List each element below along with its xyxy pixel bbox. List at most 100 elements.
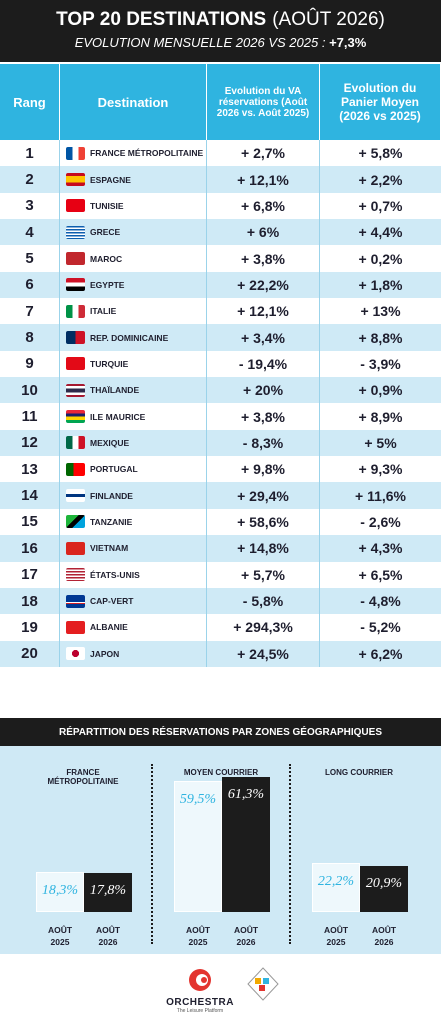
table-row: 7 ITALIE + 12,1% + 13% xyxy=(0,298,441,325)
table-row: 5 MAROC + 3,8% + 0,2% xyxy=(0,245,441,272)
basket-evolution: + 0,2% xyxy=(358,250,403,267)
destination-cell: FRANCE MÉTROPOLITAINE xyxy=(60,140,207,167)
separator xyxy=(289,764,291,944)
rank: 10 xyxy=(0,377,60,404)
va-evolution: + 294,3% xyxy=(207,614,320,641)
table-row: 9 TURQUIE - 19,4% - 3,9% xyxy=(0,350,441,378)
destination: REP. DOMINICAINE xyxy=(90,332,169,343)
va-evolution: + 2,7% xyxy=(207,140,320,167)
flag-icon xyxy=(66,410,85,424)
basket-evolution: - 2,6% xyxy=(360,513,401,530)
basket-evolution: + 2,2% xyxy=(358,171,403,188)
column-header: Evolution du VA réservations (Août 2026 … xyxy=(207,64,320,140)
value-label: 18,3% xyxy=(41,882,79,898)
va-evolution: + 22,2% xyxy=(207,271,320,299)
va-evolution: + 9,8% xyxy=(207,456,320,483)
table-row: 6 EGYPTE + 22,2% + 1,8% xyxy=(0,271,441,299)
basket-evolution: + 9,3% xyxy=(358,461,403,478)
destination: ESPAGNE xyxy=(90,174,131,185)
destination: GRECE xyxy=(90,227,121,238)
rank: 6 xyxy=(0,271,60,299)
rank: 12 xyxy=(0,429,60,457)
destination-cell: CAP-VERT xyxy=(60,587,207,615)
rank: 8 xyxy=(0,324,60,351)
table-row: 10 THAÏLANDE + 20% + 0,9% xyxy=(0,377,441,404)
zone-group: LONG COURRIER 22,2% AOÛT 2025 20,9% AOÛT 202… xyxy=(290,746,428,954)
column-header: Evolution du Panier Moyen (2026 vs 2025) xyxy=(320,64,441,140)
va-evolution: + 12,1% xyxy=(207,298,320,325)
va-evolution: + 3,8% xyxy=(207,403,320,430)
destination: TURQUIE xyxy=(90,358,129,369)
table-row: 16 VIETNAM + 14,8% + 4,3% xyxy=(0,535,441,562)
basket-evolution: + 8,8% xyxy=(358,329,403,346)
table-row: 8 REP. DOMINICAINE + 3,4% + 8,8% xyxy=(0,324,441,351)
flag-icon xyxy=(66,620,85,634)
rank: 11 xyxy=(0,403,60,430)
basket-evolution: + 13% xyxy=(360,303,401,320)
destination-cell: ÉTATS-UNIS xyxy=(60,561,207,588)
table-row: 13 PORTUGAL + 9,8% + 9,3% xyxy=(0,456,441,483)
destination: CAP-VERT xyxy=(90,596,134,607)
destination-cell: ALBANIE xyxy=(60,614,207,641)
flag-icon xyxy=(66,436,85,450)
va-evolution: + 14,8% xyxy=(207,535,320,562)
flag-icon xyxy=(66,541,85,555)
bar: 22,2% xyxy=(312,863,360,912)
destination: PORTUGAL xyxy=(90,464,138,475)
rank: 9 xyxy=(0,350,60,378)
flag-icon xyxy=(66,146,85,160)
rank: 7 xyxy=(0,298,60,325)
destination: ITALIE xyxy=(90,306,117,317)
destination: EGYPTE xyxy=(90,279,125,290)
destination-cell: TANZANIE xyxy=(60,508,207,536)
va-evolution: + 29,4% xyxy=(207,482,320,509)
rank: 2 xyxy=(0,166,60,193)
flag-icon xyxy=(66,252,85,266)
rank: 15 xyxy=(0,508,60,536)
basket-evolution: + 1,8% xyxy=(358,276,403,293)
destination-cell: GRECE xyxy=(60,219,207,246)
column-header: Rang xyxy=(0,64,60,140)
destination: JAPON xyxy=(90,648,120,659)
va-evolution: + 6,8% xyxy=(207,192,320,220)
rank: 13 xyxy=(0,456,60,483)
va-evolution: + 5,7% xyxy=(207,561,320,588)
table-row: 2 ESPAGNE + 12,1% + 2,2% xyxy=(0,166,441,193)
flag-icon xyxy=(66,225,85,239)
chart-title: RÉPARTITION DES RÉSERVATIONS PAR ZONES G… xyxy=(0,718,441,746)
basket-evolution: - 5,2% xyxy=(360,619,401,636)
destination: ALBANIE xyxy=(90,622,128,633)
flag-icon xyxy=(66,647,85,661)
basket-evolution: + 8,9% xyxy=(358,408,403,425)
subtitle-line: EVOLUTION MENSUELLE 2026 VS 2025 : +7,3% xyxy=(0,35,441,50)
basket-evolution: + 5% xyxy=(364,434,397,451)
bar: 18,3% xyxy=(36,871,84,912)
header: TOP 20 DESTINATIONS (AOÛT 2026) EVOLUTION… xyxy=(0,0,441,62)
destination-cell: TUNISIE xyxy=(60,192,207,220)
basket-evolution: + 6,5% xyxy=(358,566,403,583)
rank: 4 xyxy=(0,219,60,246)
zone-group: FRANCE MÉTROPOLITAINE 18,3% AOÛT 2025 17,8%… xyxy=(14,746,152,954)
basket-evolution: + 4,3% xyxy=(358,540,403,557)
basket-evolution: + 0,9% xyxy=(358,382,403,399)
logo-icon xyxy=(189,969,211,991)
rank: 18 xyxy=(0,587,60,615)
rank: 5 xyxy=(0,245,60,272)
flag-icon xyxy=(66,173,85,187)
table-row: 12 MEXIQUE - 8,3% + 5% xyxy=(0,429,441,457)
chart-panel: FRANCE MÉTROPOLITAINE 18,3% AOÛT 2025 17,8%… xyxy=(0,746,441,954)
destination-cell: FINLANDE xyxy=(60,482,207,509)
zone-label: FRANCE MÉTROPOLITAINE xyxy=(47,768,119,786)
table-row: 11 ILE MAURICE + 3,8% + 8,9% xyxy=(0,403,441,430)
separator xyxy=(151,764,153,944)
destination-cell: PORTUGAL xyxy=(60,456,207,483)
zone-label: MOYEN COURRIER xyxy=(183,768,259,777)
value-label: 22,2% xyxy=(317,874,355,890)
series-label: AOÛT 2026 xyxy=(95,925,121,947)
va-evolution: + 58,6% xyxy=(207,508,320,536)
basket-evolution: + 4,4% xyxy=(358,224,403,241)
series-label: AOÛT 2025 xyxy=(323,925,349,947)
flag-icon xyxy=(66,331,85,345)
table-row: 3 TUNISIE + 6,8% + 0,7% xyxy=(0,192,441,220)
destination-cell: MEXIQUE xyxy=(60,429,207,457)
